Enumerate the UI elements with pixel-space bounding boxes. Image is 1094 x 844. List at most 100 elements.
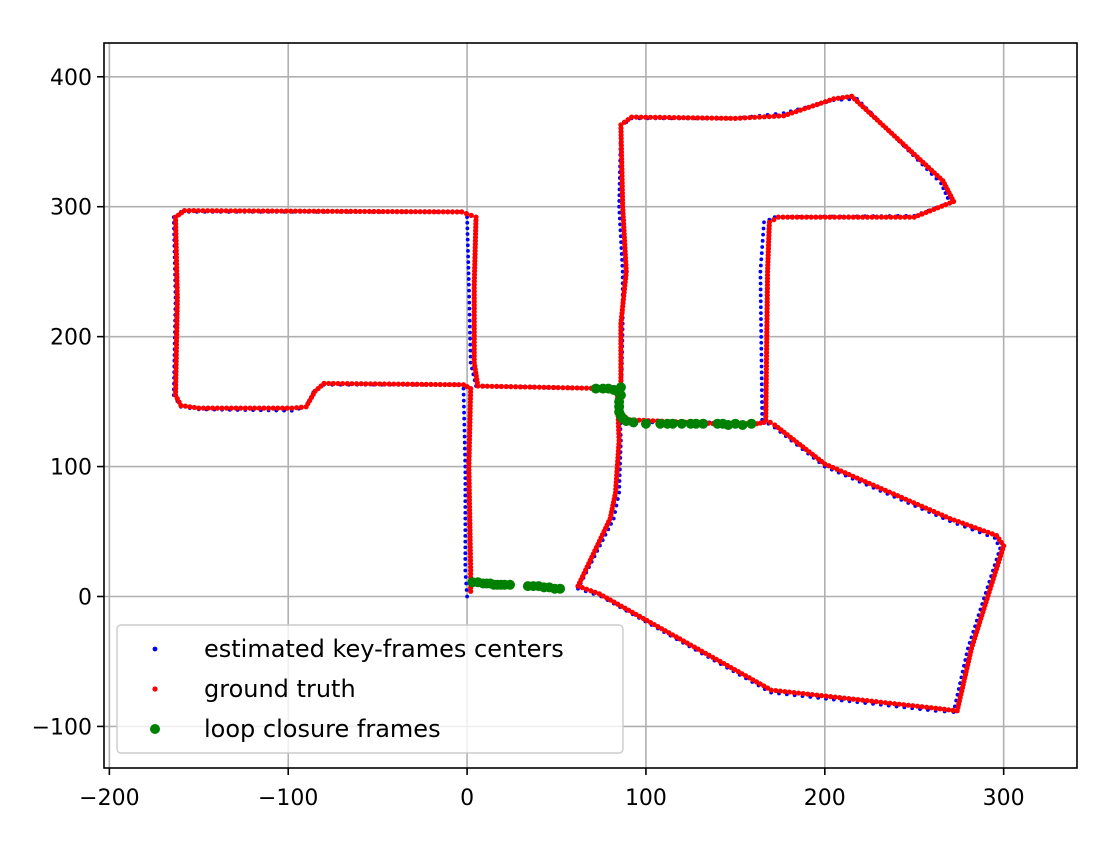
estimate-point bbox=[463, 522, 468, 527]
ground-truth-point bbox=[767, 419, 773, 425]
estimate-point bbox=[620, 257, 624, 262]
estimate-point bbox=[463, 487, 468, 492]
x-tick-label: −200 bbox=[79, 786, 139, 811]
estimate-point bbox=[465, 220, 470, 225]
ground-truth-point bbox=[891, 701, 898, 707]
ground-truth-point bbox=[494, 383, 500, 389]
ground-truth-point bbox=[834, 466, 840, 472]
ground-truth-point bbox=[209, 208, 215, 214]
ground-truth-point bbox=[381, 381, 388, 387]
ground-truth-point bbox=[890, 491, 897, 497]
loop-closure-point bbox=[698, 418, 709, 429]
ground-truth-point bbox=[704, 115, 710, 121]
estimate-point bbox=[758, 275, 763, 280]
estimate-point bbox=[465, 226, 470, 231]
estimate-point bbox=[463, 476, 468, 481]
ground-truth-point bbox=[475, 383, 481, 389]
ground-truth-point bbox=[919, 211, 925, 217]
ground-truth-point bbox=[907, 498, 913, 504]
y-tick-label: 300 bbox=[50, 196, 92, 221]
ground-truth-point bbox=[256, 405, 262, 411]
estimate-point bbox=[614, 503, 619, 508]
loop-closure-point bbox=[655, 418, 666, 429]
ground-truth-point bbox=[522, 384, 528, 390]
ground-truth-point bbox=[813, 214, 819, 220]
ground-truth-point bbox=[275, 405, 281, 411]
estimate-point bbox=[620, 269, 625, 274]
ground-truth-point bbox=[817, 214, 824, 220]
ground-truth-point bbox=[850, 473, 856, 479]
estimate-point bbox=[758, 281, 763, 286]
ground-truth-point bbox=[822, 99, 829, 105]
estimate-point bbox=[468, 348, 473, 353]
ground-truth-point bbox=[841, 214, 847, 220]
estimate-point bbox=[758, 293, 763, 298]
ground-truth-point bbox=[560, 385, 566, 391]
estimate-point bbox=[463, 545, 468, 550]
ground-truth-point bbox=[901, 702, 907, 708]
ground-truth-point bbox=[335, 380, 341, 387]
ground-truth-point bbox=[247, 405, 253, 411]
ground-truth-point bbox=[941, 706, 947, 712]
ground-truth-point bbox=[252, 405, 258, 411]
ground-truth-point bbox=[896, 701, 902, 707]
ground-truth-point bbox=[555, 384, 561, 391]
ground-truth-point bbox=[915, 501, 921, 508]
ground-truth-point bbox=[191, 404, 197, 411]
ground-truth-point bbox=[814, 692, 820, 698]
ground-truth-point bbox=[228, 405, 234, 411]
ground-truth-point bbox=[205, 405, 211, 411]
estimate-point bbox=[758, 287, 763, 292]
loop-closure-point bbox=[640, 418, 651, 429]
x-tick-label: 100 bbox=[625, 786, 667, 811]
ground-truth-point bbox=[260, 208, 266, 214]
ground-truth-point bbox=[943, 202, 949, 208]
series-loop-closure bbox=[467, 382, 757, 594]
estimate-point bbox=[467, 300, 472, 305]
ground-truth-point bbox=[827, 694, 834, 700]
estimate-point bbox=[465, 232, 470, 236]
ground-truth-point bbox=[826, 463, 832, 469]
ground-truth-point bbox=[878, 214, 885, 220]
ground-truth-point bbox=[348, 208, 354, 214]
estimate-point bbox=[462, 428, 467, 433]
ground-truth-point bbox=[695, 115, 701, 121]
ground-truth-point bbox=[569, 385, 575, 391]
ground-truth-point bbox=[806, 104, 812, 110]
estimate-point bbox=[463, 481, 468, 486]
ground-truth-point bbox=[892, 214, 899, 220]
ground-truth-point bbox=[898, 494, 905, 501]
ground-truth-point bbox=[883, 214, 889, 220]
ground-truth-point bbox=[195, 208, 201, 214]
ground-truth-point bbox=[274, 208, 280, 214]
ground-truth-point bbox=[977, 526, 983, 532]
ground-truth-point bbox=[928, 705, 934, 711]
ground-truth-point bbox=[785, 111, 791, 117]
ground-truth-point bbox=[822, 214, 828, 220]
ground-truth-point bbox=[947, 200, 953, 206]
estimate-point bbox=[463, 533, 468, 538]
ground-truth-point bbox=[372, 381, 378, 387]
ground-truth-point bbox=[878, 699, 884, 705]
estimate-point bbox=[465, 594, 469, 599]
estimate-point bbox=[466, 277, 471, 281]
ground-truth-point bbox=[859, 697, 866, 703]
estimate-point bbox=[759, 257, 764, 262]
ground-truth-point bbox=[489, 383, 495, 389]
ground-truth-point bbox=[840, 94, 846, 101]
ground-truth-point bbox=[910, 703, 916, 709]
loop-closure-point bbox=[505, 579, 516, 590]
ground-truth-point bbox=[911, 214, 917, 220]
estimate-point bbox=[759, 364, 764, 369]
series-ground-truth bbox=[172, 93, 1007, 714]
ground-truth-point bbox=[246, 208, 252, 214]
ground-truth-point bbox=[791, 689, 797, 696]
estimate-point bbox=[464, 581, 469, 586]
ground-truth-point bbox=[575, 583, 581, 589]
estimate-point bbox=[760, 245, 765, 249]
ground-truth-point bbox=[850, 696, 857, 702]
estimate-point bbox=[619, 246, 624, 250]
estimate-point bbox=[761, 226, 766, 231]
estimate-point bbox=[463, 452, 467, 457]
ground-truth-point bbox=[278, 208, 285, 214]
